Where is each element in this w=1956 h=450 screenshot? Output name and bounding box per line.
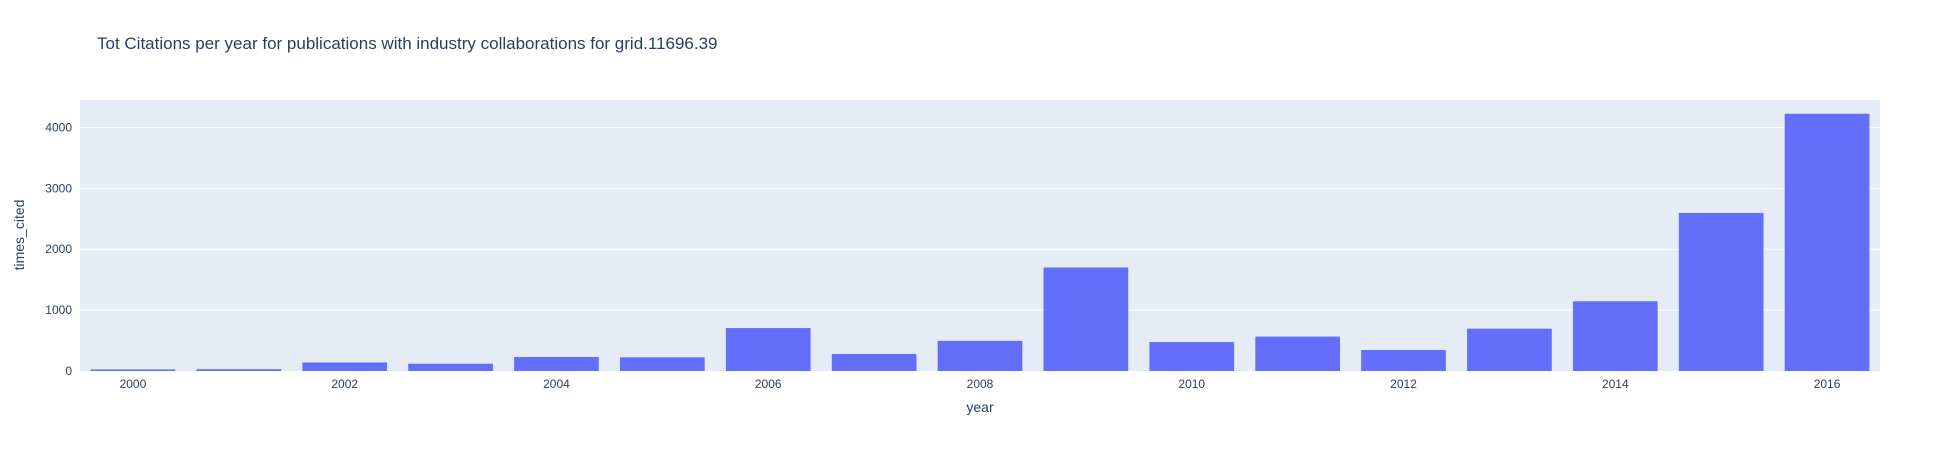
bar-2015[interactable]: [1678, 212, 1764, 371]
bar-2013[interactable]: [1467, 328, 1552, 371]
bar-2010[interactable]: [1149, 342, 1235, 371]
bar-2009[interactable]: [1043, 267, 1129, 371]
bar-2001[interactable]: [196, 369, 282, 371]
bar-2002[interactable]: [302, 362, 388, 371]
bar-2016[interactable]: [1784, 113, 1870, 372]
x-tick-label: 2004: [543, 377, 570, 391]
y-axis-title: times_cited: [11, 200, 27, 271]
bar-2005[interactable]: [620, 357, 705, 371]
bars: [90, 113, 1870, 372]
x-tick-label: 2008: [967, 377, 994, 391]
y-tick-label: 3000: [45, 181, 72, 195]
x-tick-label: 2014: [1602, 377, 1629, 391]
bar-2014[interactable]: [1572, 301, 1658, 371]
bar-2012[interactable]: [1361, 349, 1446, 371]
y-axis-ticks: 0 1000 2000 3000 4000: [45, 120, 72, 378]
x-tick-label: 2016: [1814, 377, 1841, 391]
y-tick-label: 4000: [45, 120, 72, 134]
chart-title: Tot Citations per year for publications …: [97, 34, 718, 53]
x-tick-label: 2006: [755, 377, 782, 391]
x-tick-label: 2002: [331, 377, 358, 391]
bar-2006[interactable]: [725, 328, 811, 371]
bar-2003[interactable]: [408, 363, 493, 371]
x-tick-label: 2012: [1390, 377, 1417, 391]
x-tick-label: 2000: [120, 377, 147, 391]
bar-2007[interactable]: [831, 353, 917, 371]
bar-2008[interactable]: [937, 340, 1023, 371]
y-tick-label: 2000: [45, 242, 72, 256]
bar-2000[interactable]: [90, 369, 176, 371]
y-tick-label: 0: [65, 364, 72, 378]
x-axis-ticks: 2000 2002 2004 2006 2008 2010 2012 2014 2016: [120, 377, 1841, 391]
bar-2011[interactable]: [1255, 336, 1340, 371]
bar-2004[interactable]: [514, 356, 599, 371]
x-axis-title: year: [966, 399, 994, 415]
x-tick-label: 2010: [1178, 377, 1205, 391]
y-tick-label: 1000: [45, 303, 72, 317]
